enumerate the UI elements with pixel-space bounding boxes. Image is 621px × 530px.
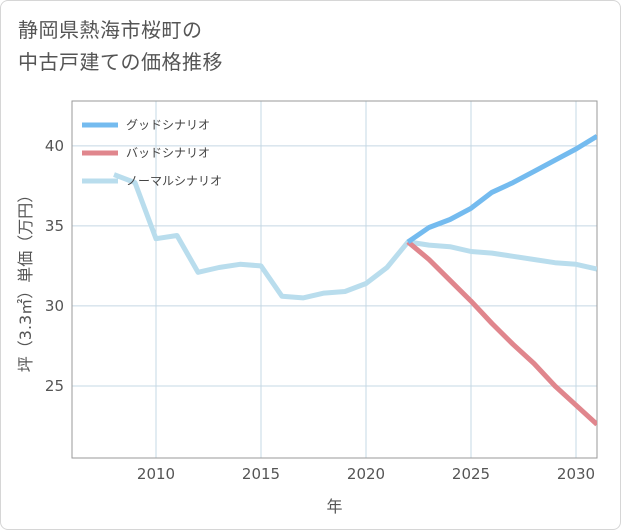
y-tick-label: 25 <box>45 377 64 395</box>
x-tick-label: 2020 <box>347 465 385 483</box>
y-tick-label: 35 <box>45 217 64 235</box>
plot-area-border <box>71 100 598 459</box>
y-axis-title: 坪（3.3㎡）単価（万円） <box>16 187 35 372</box>
legend-label: バッドシナリオ <box>126 146 210 160</box>
x-axis-title: 年 <box>326 497 342 516</box>
x-tick-label: 2030 <box>557 465 595 483</box>
chart-title-line-2: 中古戸建ての価格推移 <box>18 50 223 74</box>
legend-item[interactable]: ノーマルシナリオ <box>82 174 222 188</box>
chart-title-line-1: 静岡県熱海市桜町の <box>18 18 203 42</box>
y-tick-label: 30 <box>45 297 64 315</box>
series-line-good <box>406 134 597 244</box>
x-tick-label: 2025 <box>452 465 490 483</box>
x-tick-label: 2010 <box>137 465 175 483</box>
legend-item[interactable]: バッドシナリオ <box>82 146 210 160</box>
chart-title: 静岡県熱海市桜町の 中古戸建ての価格推移 <box>18 14 223 78</box>
series-line-bad <box>406 239 597 427</box>
legend-label: ノーマルシナリオ <box>126 174 222 188</box>
legend-item[interactable]: グッドシナリオ <box>82 118 210 132</box>
tick-labels: 2010 2015 2020 2025 2030 25 30 35 40 <box>45 137 595 483</box>
grid <box>72 101 597 458</box>
series-line-normal <box>113 172 597 301</box>
series-layer <box>113 134 597 427</box>
legend-label: グッドシナリオ <box>126 118 210 132</box>
y-tick-label: 40 <box>45 137 64 155</box>
x-tick-label: 2015 <box>242 465 280 483</box>
